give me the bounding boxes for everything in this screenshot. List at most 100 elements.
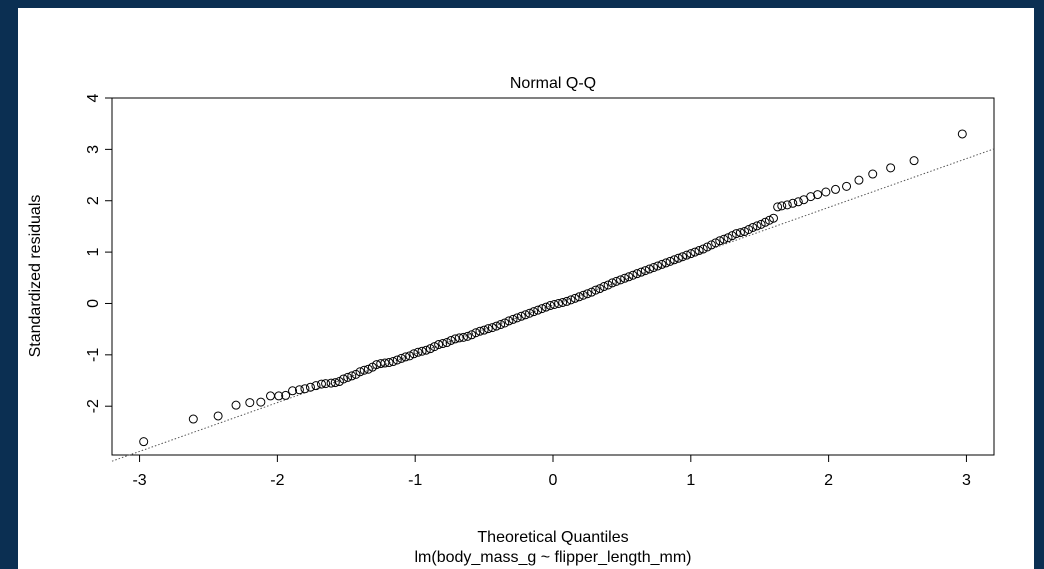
data-point (769, 213, 778, 223)
data-point (719, 234, 729, 244)
data-point (417, 346, 427, 356)
data-point (566, 295, 576, 305)
data-point (300, 384, 310, 394)
data-point (496, 320, 506, 330)
data-point (686, 249, 696, 259)
data-point (752, 221, 762, 231)
data-point (545, 301, 555, 311)
data-point (793, 197, 803, 207)
data-point (541, 302, 551, 312)
data-point (520, 310, 530, 320)
data-point (288, 386, 298, 396)
data-point (831, 184, 841, 194)
data-point (706, 240, 716, 250)
data-point (508, 314, 518, 324)
x-tick-label: 1 (686, 472, 695, 489)
data-point (595, 284, 605, 294)
data-point (413, 347, 423, 357)
data-point (723, 233, 733, 243)
data-point (305, 382, 315, 392)
data-point (842, 181, 852, 191)
data-point (740, 227, 750, 237)
x-axis-label: Theoretical Quantiles (477, 529, 628, 546)
data-point (396, 353, 406, 363)
data-point (525, 308, 535, 318)
data-points (139, 129, 967, 447)
y-axis: -2 -1 0 1 2 3 4 (85, 93, 113, 413)
data-point (471, 328, 481, 338)
data-point (694, 246, 704, 256)
data-point (582, 289, 592, 299)
data-point (607, 278, 617, 288)
data-point (620, 273, 630, 283)
data-point (139, 437, 149, 447)
data-point (731, 229, 741, 239)
data-point (316, 379, 326, 389)
y-tick-label: -2 (85, 399, 102, 413)
data-point (330, 378, 340, 388)
x-tick-label: -2 (270, 472, 284, 489)
data-point (463, 331, 473, 341)
data-point (533, 305, 543, 315)
data-point (479, 325, 489, 335)
data-point (326, 378, 336, 388)
data-point (599, 282, 609, 292)
data-point (562, 296, 572, 306)
data-point (245, 398, 255, 408)
data-point (438, 339, 448, 349)
data-point (821, 187, 831, 197)
data-point (690, 247, 700, 257)
data-point (760, 217, 770, 227)
data-point (529, 307, 539, 317)
data-point (483, 324, 493, 334)
data-point (702, 242, 712, 252)
data-point (909, 156, 919, 166)
data-point (339, 374, 349, 384)
data-point (657, 259, 667, 269)
data-point (886, 163, 896, 173)
y-tick-label: 2 (85, 196, 102, 205)
data-point (735, 228, 745, 238)
plot-frame: -3 -2 -1 0 1 2 3 -2 -1 0 1 2 3 4 Normal Q-Q Theoreti… (18, 8, 1034, 569)
data-point (727, 231, 737, 241)
data-point (458, 332, 468, 342)
x-tick-label: -3 (132, 472, 146, 489)
y-tick-label: 0 (85, 299, 102, 308)
data-point (516, 311, 526, 321)
data-point (487, 323, 497, 333)
data-point (363, 364, 373, 374)
data-point (475, 326, 485, 336)
data-point (343, 372, 353, 382)
data-point (788, 198, 798, 208)
data-point (711, 238, 721, 248)
x-tick-label: -1 (408, 472, 422, 489)
data-point (744, 224, 754, 234)
data-point (636, 267, 646, 277)
data-point (281, 390, 291, 400)
chart-title: Normal Q-Q (510, 75, 596, 92)
data-point (640, 266, 650, 276)
data-point (578, 290, 588, 300)
data-point (756, 219, 766, 229)
data-point (359, 365, 369, 375)
data-point (491, 321, 501, 331)
data-point (611, 276, 621, 286)
data-point (355, 367, 365, 377)
qq-plot: -3 -2 -1 0 1 2 3 -2 -1 0 1 2 3 4 Normal Q-Q Theoreti… (27, 75, 995, 566)
data-point (678, 252, 688, 262)
chart-subtitle: lm(body_mass_g ~ flipper_length_mm) (414, 549, 691, 566)
data-point (591, 285, 601, 295)
data-point (425, 344, 435, 354)
data-point (715, 236, 725, 246)
data-point (537, 304, 547, 314)
data-point (409, 349, 419, 359)
data-point (854, 175, 864, 185)
data-point (421, 345, 431, 355)
data-point (265, 391, 275, 401)
data-point (442, 338, 452, 348)
data-point (467, 330, 477, 340)
data-point (653, 261, 663, 271)
data-point (401, 352, 411, 362)
x-tick-label: 2 (824, 472, 833, 489)
data-point (616, 275, 626, 285)
